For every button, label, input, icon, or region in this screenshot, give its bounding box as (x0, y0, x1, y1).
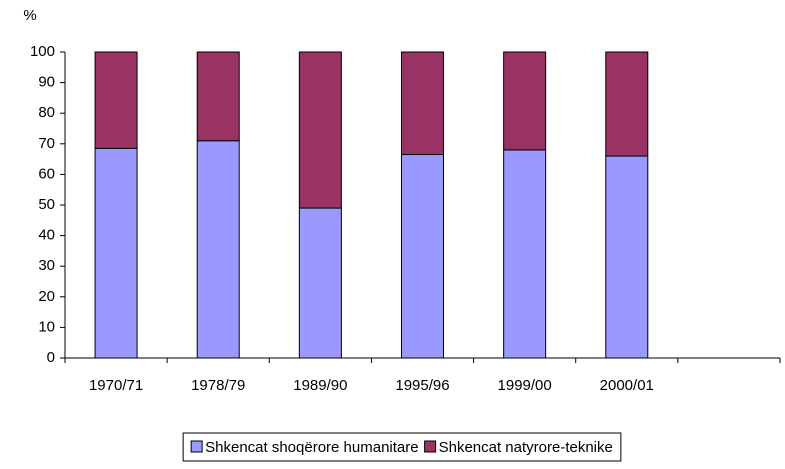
legend: Shkencat shoqërore humanitare Shkencat na… (182, 432, 622, 462)
legend-swatch (190, 440, 203, 453)
bar-segment (401, 51, 444, 156)
y-tick-label: 0 (47, 349, 55, 366)
bar-segment (605, 51, 649, 157)
y-axis-label: % (23, 7, 36, 24)
y-tick-label: 20 (38, 288, 55, 305)
bar-segment (401, 154, 444, 359)
y-tick-label: 50 (38, 196, 55, 213)
y-tick-label: 30 (38, 257, 55, 274)
x-tick-label: 1995/96 (395, 377, 449, 394)
y-tick-label: 70 (38, 135, 55, 152)
bar-segment (605, 155, 649, 359)
x-tick-label: 1970/71 (89, 377, 143, 394)
legend-label: Shkencat shoqërore humanitare (205, 439, 418, 456)
x-tick-label: 1999/00 (498, 377, 552, 394)
bar-segment (503, 149, 547, 359)
bar-segment (196, 140, 240, 359)
legend-label: Shkencat natyrore-teknike (439, 439, 613, 456)
bar-segment (503, 51, 547, 151)
x-tick-label: 2000/01 (600, 377, 654, 394)
y-tick-label: 80 (38, 104, 55, 121)
y-tick-label: 60 (38, 165, 55, 182)
y-tick-label: 10 (38, 318, 55, 335)
y-tick-label: 100 (30, 43, 55, 60)
legend-swatch (424, 440, 437, 453)
bar-segment (94, 51, 138, 149)
x-tick-label: 1978/79 (191, 377, 245, 394)
bar-segment (298, 207, 342, 359)
x-tick-label: 1989/90 (293, 377, 347, 394)
bar-segment (196, 51, 240, 142)
y-tick-label: 40 (38, 227, 55, 244)
bar-segment (298, 51, 342, 209)
legend-box (182, 432, 622, 462)
y-tick-label: 90 (38, 74, 55, 91)
bar-segment (94, 147, 138, 359)
